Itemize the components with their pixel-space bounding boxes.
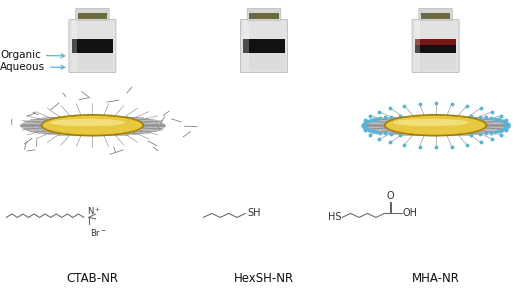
Ellipse shape [41, 114, 144, 137]
FancyBboxPatch shape [241, 20, 287, 73]
Text: HS: HS [327, 212, 341, 222]
Text: Aqueous: Aqueous [0, 62, 65, 72]
FancyBboxPatch shape [412, 20, 459, 73]
Bar [72, 20, 77, 71]
Ellipse shape [385, 115, 486, 135]
Ellipse shape [50, 119, 125, 126]
Bar [243, 39, 285, 53]
Bar [72, 52, 113, 71]
FancyBboxPatch shape [76, 8, 109, 20]
Text: HexSH-NR: HexSH-NR [234, 272, 294, 285]
FancyBboxPatch shape [419, 8, 452, 20]
FancyBboxPatch shape [247, 8, 281, 20]
Text: Br$^-$: Br$^-$ [90, 227, 107, 238]
Text: Organic: Organic [0, 50, 65, 60]
Text: OH: OH [403, 208, 418, 218]
Bar [78, 13, 107, 19]
Text: MHA-NR: MHA-NR [412, 272, 459, 285]
Text: SH: SH [248, 208, 261, 218]
Bar [415, 45, 456, 53]
Bar [243, 20, 249, 71]
Bar [249, 13, 279, 19]
Bar [415, 39, 456, 45]
Bar [415, 20, 420, 71]
FancyBboxPatch shape [69, 20, 116, 73]
Ellipse shape [384, 114, 487, 137]
Ellipse shape [393, 119, 468, 126]
Ellipse shape [42, 115, 143, 135]
Text: N$^+$: N$^+$ [87, 205, 101, 217]
Bar [72, 39, 113, 53]
Bar [415, 52, 456, 71]
Text: O: O [386, 191, 394, 201]
Text: CTAB-NR: CTAB-NR [67, 272, 118, 285]
Bar [421, 13, 450, 19]
Bar [243, 52, 285, 71]
